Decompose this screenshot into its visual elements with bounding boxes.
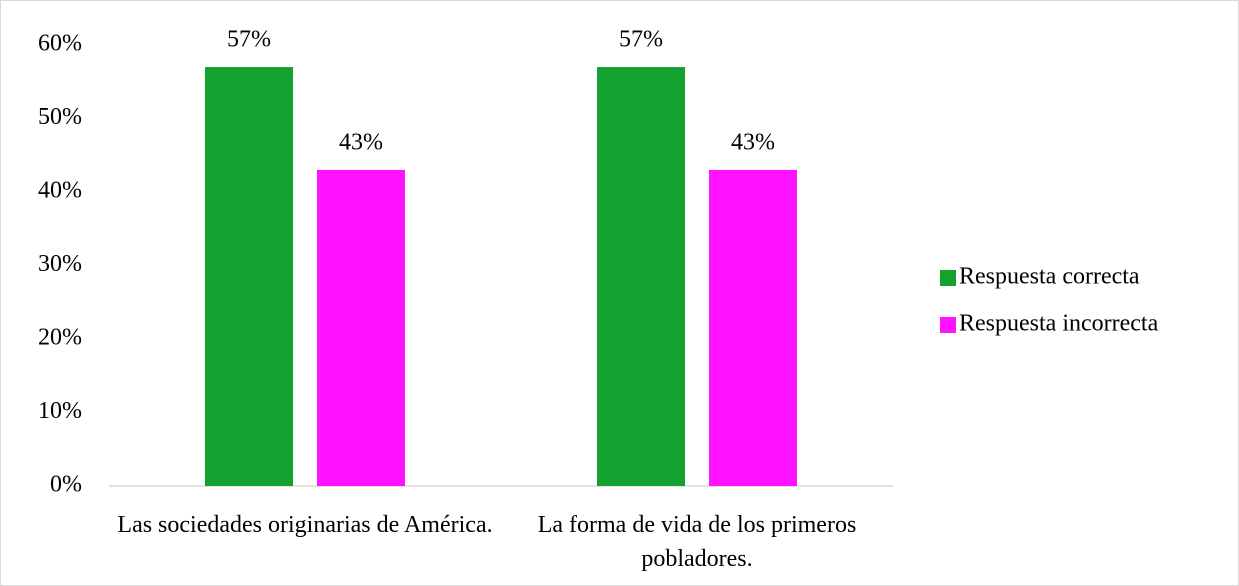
y-tick-label: 30%: [38, 251, 82, 277]
y-tick-label: 60%: [38, 31, 82, 57]
y-tick-label: 10%: [38, 398, 82, 424]
data-label: 57%: [227, 27, 271, 53]
legend-label: Respuesta correcta: [959, 264, 1140, 290]
data-label: 43%: [339, 129, 383, 155]
bar: [597, 67, 685, 487]
x-tick-label: La forma de vida de los primeros poblado…: [537, 512, 857, 572]
legend-label: Respuesta incorrecta: [959, 311, 1159, 337]
x-tick-label: Las sociedades originarias de América.: [117, 512, 493, 538]
bar: [709, 169, 797, 486]
bar: [205, 67, 293, 487]
legend-swatch: [940, 317, 956, 333]
y-tick-label: 50%: [38, 104, 82, 130]
data-label: 43%: [731, 129, 775, 155]
data-label: 57%: [619, 27, 663, 53]
y-tick-label: 40%: [38, 178, 82, 204]
y-tick-label: 20%: [38, 325, 82, 351]
bar: [317, 169, 405, 486]
y-tick-label: 0%: [50, 472, 82, 498]
legend-swatch: [940, 270, 956, 286]
